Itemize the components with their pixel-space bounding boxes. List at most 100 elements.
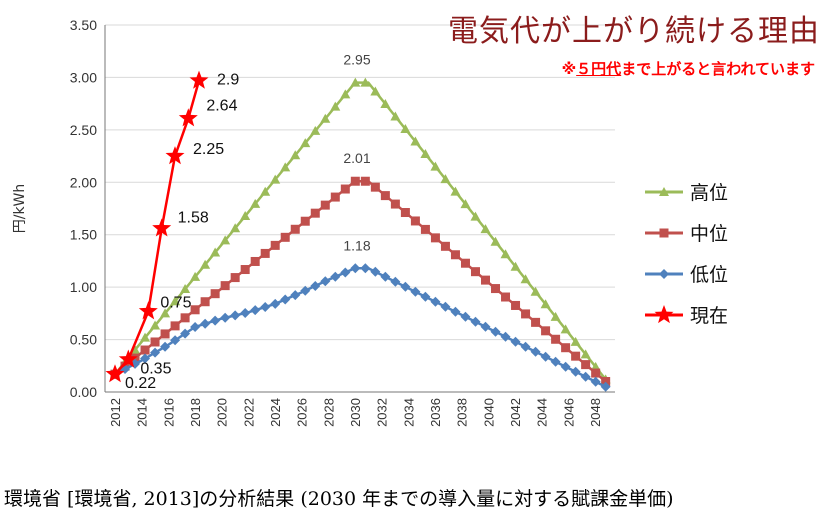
data-point (320, 276, 331, 287)
data-point (290, 224, 300, 234)
y-tick-label: 3.50 (70, 17, 97, 33)
data-label: 0.35 (140, 360, 171, 377)
series-現在 (105, 70, 209, 383)
data-point (530, 346, 541, 357)
data-point (470, 267, 480, 277)
data-point (581, 360, 591, 370)
data-point (350, 176, 360, 186)
legend-item-現在: 現在 (645, 305, 728, 327)
legend-marker (654, 305, 674, 324)
data-point (105, 364, 125, 383)
x-tick-label: 2012 (108, 398, 123, 427)
y-tick-label: 1.50 (70, 227, 97, 243)
series-中位 (110, 176, 611, 387)
data-point (190, 271, 201, 281)
data-point (430, 296, 441, 307)
data-point (560, 361, 571, 372)
legend-label: 低位 (690, 264, 728, 286)
data-label: 2.25 (193, 141, 224, 158)
legend-label: 現在 (690, 305, 728, 327)
data-labels: 2.95 2.01 1.18 0.220.35 0.75 1.58 2.25 2.64 2.9 (125, 52, 371, 393)
data-point (310, 280, 321, 291)
data-label: 2.64 (206, 97, 237, 114)
peak-label: 1.18 (343, 237, 370, 253)
data-point (220, 312, 231, 323)
data-point (390, 111, 401, 121)
data-point (590, 376, 601, 387)
data-point (570, 336, 581, 346)
data-point (340, 89, 351, 99)
y-axis-label: 円/kWh (12, 184, 28, 234)
data-point (440, 301, 451, 312)
data-point (260, 186, 271, 196)
data-point (320, 200, 330, 210)
data-point (250, 305, 261, 316)
data-point (330, 192, 340, 202)
axes (104, 25, 615, 393)
series-低位 (110, 263, 611, 392)
x-tick-label: 2034 (401, 398, 416, 427)
data-point (140, 353, 151, 364)
data-point (400, 281, 411, 292)
data-point (220, 235, 231, 245)
data-point (230, 223, 241, 233)
x-tick-label: 2040 (481, 398, 496, 427)
data-point (170, 335, 181, 346)
data-point (270, 174, 281, 184)
data-point (320, 113, 331, 123)
page-title: 電気代が上がり続ける理由 (448, 14, 820, 49)
data-point (551, 334, 561, 344)
data-point (521, 309, 531, 319)
data-point (260, 302, 271, 313)
data-point (481, 275, 491, 285)
data-point (280, 294, 291, 305)
data-point (450, 186, 461, 196)
x-tick-label: 2038 (455, 398, 470, 427)
data-point (390, 276, 401, 287)
data-point (200, 297, 210, 307)
data-point (290, 290, 301, 301)
data-point (510, 336, 521, 347)
y-tick-label: 0.50 (70, 332, 97, 348)
data-point (470, 316, 481, 327)
data-point (330, 101, 341, 111)
data-point (300, 216, 310, 226)
data-point (530, 286, 541, 296)
data-point (340, 267, 351, 278)
data-point (230, 310, 241, 321)
legend-item-中位: 中位 (645, 223, 728, 245)
data-point (118, 349, 138, 368)
data-point (220, 281, 230, 291)
caption: 環境省 [環境省, 2013]の分析結果 (2030 年までの導入量に対する賦課… (4, 488, 674, 510)
data-point (350, 77, 361, 87)
data-label: 2.9 (217, 72, 239, 89)
data-point (370, 182, 380, 192)
legend-item-低位: 低位 (645, 264, 728, 286)
data-point (210, 247, 221, 257)
legend-item-高位: 高位 (645, 182, 728, 204)
series-lines (105, 70, 611, 392)
data-label: 1.58 (178, 209, 209, 226)
data-point (400, 124, 411, 134)
data-point (420, 224, 430, 234)
data-point (170, 321, 180, 331)
data-point (380, 191, 390, 201)
x-tick-label: 2044 (535, 398, 550, 427)
data-point (370, 86, 381, 96)
series-高位 (110, 77, 611, 384)
data-point (165, 146, 185, 165)
x-tick-label: 2022 (241, 398, 256, 427)
data-point (270, 298, 281, 309)
data-point (190, 321, 201, 332)
data-point (501, 292, 511, 302)
data-point (380, 271, 391, 282)
x-tick-label: 2016 (161, 398, 176, 427)
data-point (550, 311, 561, 321)
data-point (160, 341, 171, 352)
data-point (540, 351, 551, 362)
data-point (400, 208, 410, 218)
legend-marker (659, 187, 669, 196)
x-tick-label: 2030 (348, 398, 363, 427)
data-point (410, 286, 421, 297)
x-tick-label: 2026 (295, 398, 310, 427)
